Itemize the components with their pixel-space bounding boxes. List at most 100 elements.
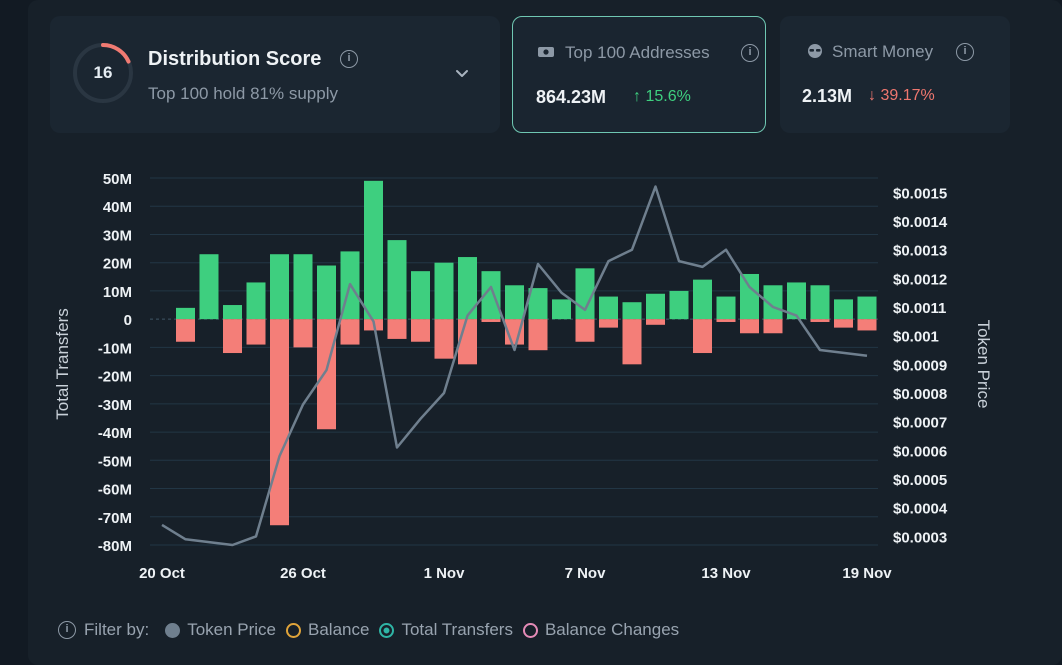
inflow-bar[interactable] [176, 307, 195, 320]
inflow-bar[interactable] [246, 282, 266, 320]
right-tick-label: $0.0009 [893, 357, 947, 374]
chart-bars [176, 180, 877, 526]
inflow-bar[interactable] [270, 254, 289, 320]
outflow-bar[interactable] [317, 319, 336, 430]
right-tick-label: $0.0003 [893, 529, 947, 546]
inflow-bar[interactable] [740, 273, 759, 320]
left-tick-label: 0 [124, 312, 132, 329]
distribution-score-value: 16 [93, 63, 113, 82]
smart-money-label: Smart Money [832, 42, 934, 61]
outflow-bar[interactable] [411, 319, 430, 342]
distribution-score-subtitle: Top 100 hold 81% supply [148, 84, 338, 103]
inflow-bar[interactable] [693, 279, 712, 320]
smart-money-card[interactable]: Smart Money i 2.13M ↓ 39.17% [780, 16, 1010, 133]
filter-total-transfers[interactable]: Total Transfers [379, 620, 513, 640]
right-axis-ticks: $0.0015 $0.0014 $0.0013 $0.0012 $0.0011 $0.00… [893, 185, 948, 546]
right-tick-label: $0.0012 [893, 271, 947, 288]
filter-balance-changes[interactable]: Balance Changes [522, 620, 679, 640]
smart-money-delta: ↓ 39.17% [868, 87, 935, 104]
left-tick-label: 40M [103, 199, 132, 216]
inflow-bar[interactable] [599, 296, 618, 320]
outflow-bar[interactable] [340, 319, 360, 345]
inflow-bar[interactable] [481, 271, 501, 320]
outflow-bar[interactable] [575, 319, 595, 342]
transfers-price-chart: 50M 40M 30M 20M 10M 0 -10M -20M -30M -40M -50M -60M… [53, 171, 993, 582]
filter-token-price[interactable]: Token Price [165, 620, 276, 640]
left-tick-label: 10M [103, 284, 132, 301]
outflow-bar[interactable] [481, 319, 501, 322]
left-tick-label: -80M [98, 538, 132, 555]
outflow-bar[interactable] [434, 319, 454, 359]
outflow-bar[interactable] [646, 319, 665, 325]
top-100-delta: ↑ 15.6% [633, 88, 691, 105]
chart-filter-legend: i Filter by: Token Price Balance Total T… [58, 620, 689, 640]
chart-grid [150, 177, 878, 546]
outflow-bar[interactable] [740, 319, 759, 334]
inflow-bar[interactable] [458, 257, 477, 320]
right-tick-label: $0.001 [893, 329, 939, 346]
token-price-dot-icon [165, 622, 181, 638]
info-icon[interactable]: i [956, 43, 974, 61]
balance-dot-icon [286, 622, 302, 638]
outflow-bar[interactable] [176, 319, 195, 342]
info-icon[interactable]: i [340, 50, 358, 68]
inflow-bar[interactable] [505, 285, 524, 320]
outflow-bar[interactable] [528, 319, 548, 351]
inflow-bar[interactable] [223, 305, 242, 320]
inflow-bar[interactable] [293, 254, 313, 320]
outflow-bar[interactable] [293, 319, 313, 348]
chevron-down-icon[interactable] [454, 66, 470, 82]
outflow-bar[interactable] [693, 319, 712, 354]
inflow-bar[interactable] [857, 296, 877, 320]
inflow-bar[interactable] [552, 299, 571, 320]
outflow-bar[interactable] [716, 319, 736, 322]
right-tick-label: $0.0006 [893, 443, 947, 460]
right-tick-label: $0.0015 [893, 185, 947, 202]
inflow-bar[interactable] [787, 282, 806, 320]
top-100-value: 864.23M [536, 87, 607, 107]
outflow-bar[interactable] [387, 319, 407, 339]
y-axis-label-right: Token Price [974, 320, 993, 409]
outflow-bar[interactable] [810, 319, 830, 322]
left-tick-label: -40M [98, 425, 132, 442]
inflow-bar[interactable] [834, 299, 853, 320]
x-tick-label: 13 Nov [701, 565, 751, 582]
info-icon[interactable]: i [741, 44, 759, 62]
outflow-bar[interactable] [857, 319, 877, 331]
outflow-bar[interactable] [622, 319, 642, 365]
filter-balance-label: Balance [308, 620, 370, 639]
filter-label: Filter by: [84, 620, 150, 639]
outflow-bar[interactable] [763, 319, 783, 334]
inflow-bar[interactable] [434, 262, 454, 320]
info-icon[interactable]: i [58, 621, 76, 639]
inflow-bar[interactable] [364, 180, 383, 320]
outflow-bar[interactable] [223, 319, 242, 354]
right-tick-label: $0.0014 [893, 214, 948, 231]
inflow-bar[interactable] [646, 293, 665, 320]
outflow-bar[interactable] [599, 319, 618, 328]
inflow-bar[interactable] [387, 240, 407, 320]
smart-money-icon [808, 44, 822, 58]
inflow-bar[interactable] [317, 265, 336, 320]
inflow-bar[interactable] [199, 254, 219, 320]
inflow-bar[interactable] [622, 302, 642, 320]
distribution-score-card[interactable]: 16 Distribution Score i Top 100 hold 81%… [50, 16, 500, 133]
inflow-bar[interactable] [763, 285, 783, 320]
top-100-addresses-card[interactable]: Top 100 Addresses i 864.23M ↑ 15.6% [512, 16, 766, 133]
outflow-bar[interactable] [834, 319, 853, 328]
chart-price-line [161, 185, 868, 547]
left-tick-label: 20M [103, 256, 132, 273]
inflow-bar[interactable] [528, 288, 548, 320]
outflow-bar[interactable] [246, 319, 266, 345]
right-tick-label: $0.0007 [893, 415, 947, 432]
filter-total-transfers-label: Total Transfers [401, 620, 513, 639]
inflow-bar[interactable] [716, 296, 736, 320]
filter-balance[interactable]: Balance [286, 620, 369, 640]
y-axis-label-left: Total Transfers [53, 308, 72, 420]
left-tick-label: -30M [98, 397, 132, 414]
token-price-line[interactable] [161, 185, 868, 547]
inflow-bar[interactable] [411, 271, 430, 320]
outflow-bar[interactable] [270, 319, 289, 526]
inflow-bar[interactable] [810, 285, 830, 320]
inflow-bar[interactable] [669, 290, 689, 320]
